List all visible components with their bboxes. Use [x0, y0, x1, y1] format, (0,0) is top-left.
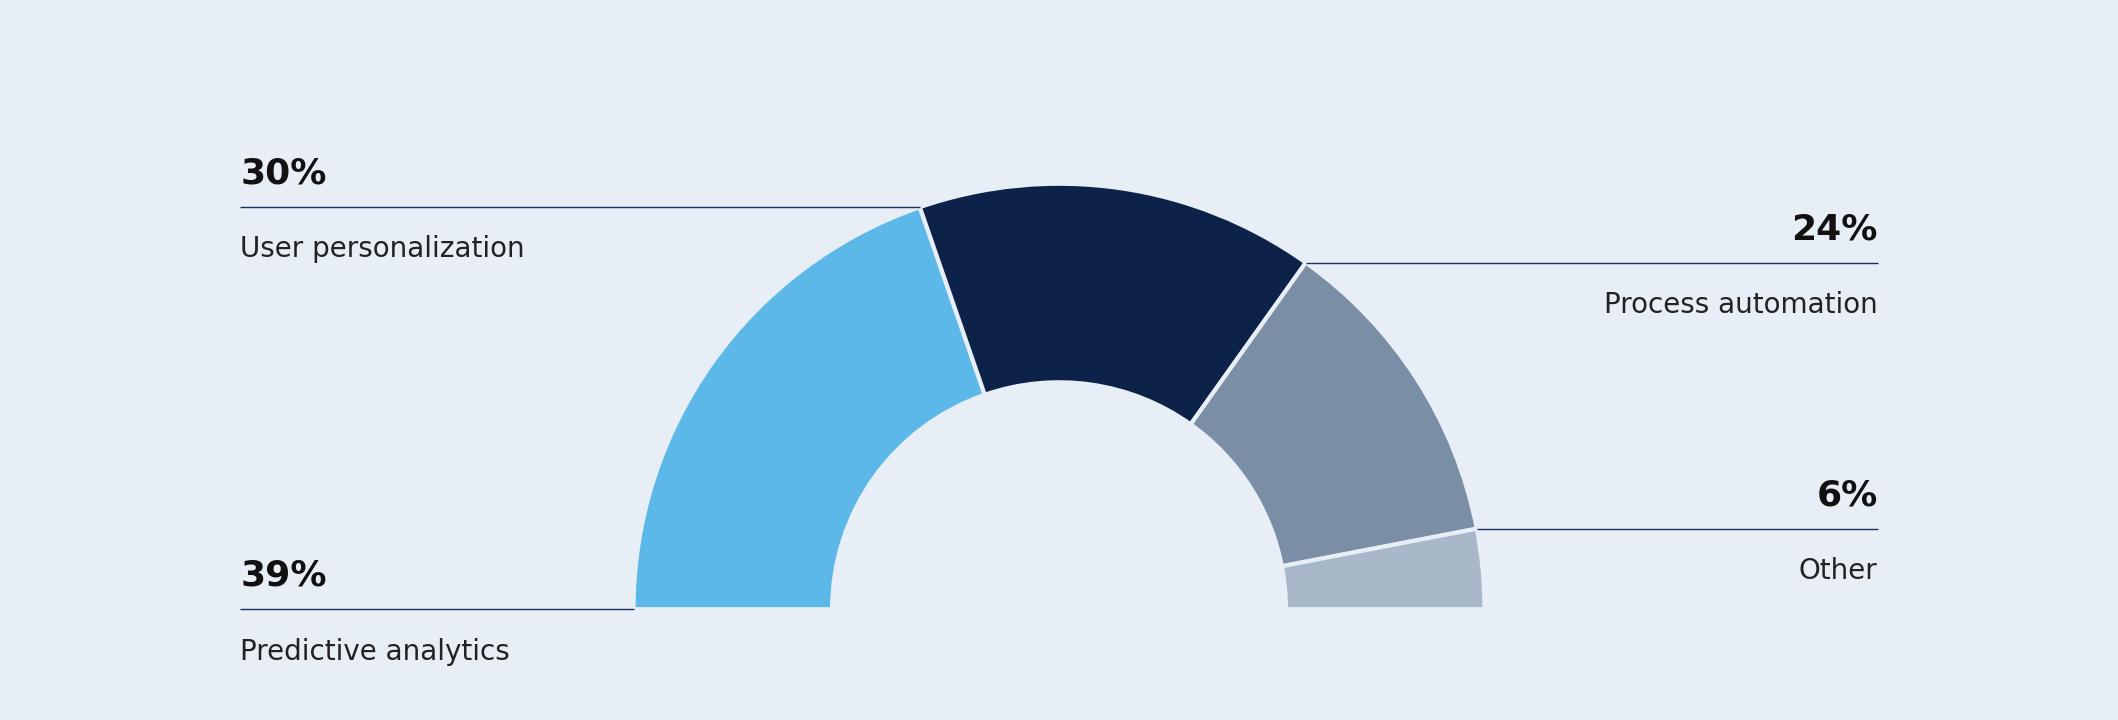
Wedge shape	[919, 184, 1307, 424]
Text: 39%: 39%	[241, 559, 326, 593]
Text: User personalization: User personalization	[241, 235, 525, 264]
Wedge shape	[1190, 263, 1476, 566]
Wedge shape	[633, 207, 985, 609]
Text: 24%: 24%	[1792, 212, 1877, 246]
Wedge shape	[1281, 528, 1485, 609]
Text: Other: Other	[1798, 557, 1877, 585]
Text: 30%: 30%	[241, 157, 326, 191]
Text: 6%: 6%	[1817, 479, 1877, 513]
Text: Predictive analytics: Predictive analytics	[241, 638, 510, 665]
Text: Process automation: Process automation	[1603, 291, 1877, 319]
